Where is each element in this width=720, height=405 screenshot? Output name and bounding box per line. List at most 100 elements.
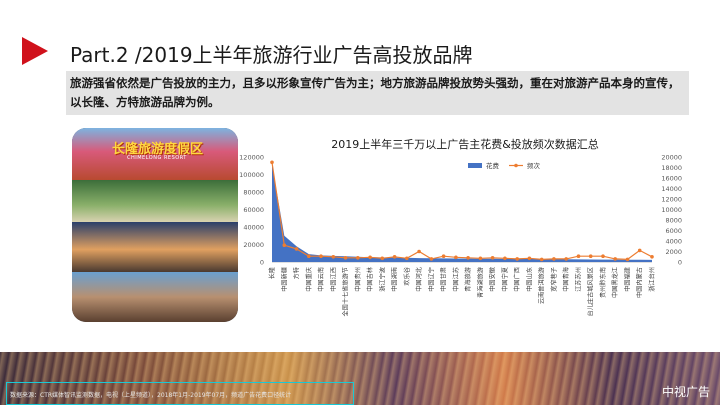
brand-logo-text: 中视广告 <box>661 385 710 399</box>
resort-photo-2 <box>72 180 238 222</box>
frequency-point <box>343 255 348 260</box>
x-tick-label: 中国安徽 <box>489 266 497 292</box>
frequency-point <box>490 255 495 260</box>
frequency-point <box>380 256 385 261</box>
frequency-point <box>527 256 532 261</box>
y-left-tick-label: 100000 <box>239 171 264 179</box>
x-tick-label: 浙江台州 <box>648 267 656 292</box>
x-tick-label: 江苏苏州 <box>575 267 583 292</box>
frequency-point <box>613 257 617 261</box>
frequency-point <box>650 254 654 259</box>
chart-title: 2019上半年三千万以上广告主花费&投放频次数据汇总 <box>331 138 599 151</box>
frequency-line <box>271 162 653 261</box>
legend-swatch-spend <box>468 163 482 168</box>
y-left-tick-label: 20000 <box>243 241 264 249</box>
frequency-point <box>319 254 323 258</box>
legend-label-spend: 花费 <box>486 161 500 170</box>
x-tick-label: 贵州黔东南 <box>599 267 607 298</box>
x-tick-label: 中国宁夏 <box>501 267 509 292</box>
frequency-point <box>539 257 544 262</box>
x-tick-label: 浙江宁波 <box>378 267 386 292</box>
frequency-point <box>331 254 336 259</box>
city-skyline-photo <box>0 352 720 405</box>
x-tick-label: 中国贵州 <box>354 267 362 292</box>
frequency-point <box>588 254 593 258</box>
y-right-tick-label: 20000 <box>661 154 682 162</box>
frequency-point <box>576 254 581 258</box>
y-right-tick-label: 14000 <box>661 185 682 193</box>
light-trails <box>0 352 720 405</box>
frequency-point <box>625 257 630 262</box>
frequency-point <box>356 255 360 260</box>
page-title: Part.2 /2019上半年旅游行业广告高投放品牌 <box>70 43 473 67</box>
y-right-tick-label: 12000 <box>661 196 682 204</box>
frequency-point <box>466 255 470 260</box>
frequency-point <box>392 254 397 259</box>
y-left-tick-label: 0 <box>260 259 264 267</box>
y-right-tick-label: 6000 <box>665 227 682 235</box>
legend-label-freq: 频次 <box>527 161 541 170</box>
source-box: 数据来源：CTR媒体智讯监测数据，电视（上星频道），2018年1月-2019年0… <box>6 382 354 405</box>
x-tick-label: 中国吉林 <box>366 267 374 292</box>
resort-photo-3 <box>72 222 238 272</box>
resort-photo-collage: 长隆旅游度假区 CHIMELONG RESORT <box>72 128 238 322</box>
x-tick-label: 中国内蒙古 <box>636 267 644 298</box>
x-tick-label: 台儿庄古城风景区 <box>587 267 595 317</box>
summary-banner: 旅游强省依然是广告投放的主力，且多以形象宣传广告为主；地方旅游品牌投放势头强劲，… <box>66 71 689 115</box>
resort-photo-4 <box>72 272 238 322</box>
x-tick-label: 方特 <box>293 267 301 279</box>
x-tick-label: 中国云南 <box>317 267 325 292</box>
frequency-point <box>429 257 434 261</box>
x-tick-label: 中国广西 <box>513 267 521 292</box>
spend-area <box>272 164 652 262</box>
x-tick-label: 中国湖南 <box>391 267 399 292</box>
y-left-tick-label: 80000 <box>243 189 264 197</box>
frequency-point <box>417 249 421 254</box>
x-tick-label: 长隆 <box>268 266 276 279</box>
x-tick-label: 中国重庆 <box>305 267 313 292</box>
frequency-point <box>441 254 446 258</box>
frequency-point <box>454 255 458 260</box>
x-tick-label: 中国黑龙江 <box>611 267 619 298</box>
y-right-tick-label: 0 <box>678 259 682 267</box>
frequency-point <box>503 256 507 261</box>
y-right-tick-label: 8000 <box>665 217 682 225</box>
accent-triangle-icon <box>22 37 48 65</box>
frequency-point <box>552 257 556 261</box>
frequency-point <box>282 243 287 247</box>
y-right-tick-label: 16000 <box>661 175 682 183</box>
resort-photo-1: 长隆旅游度假区 CHIMELONG RESORT <box>72 128 238 180</box>
y-right-tick-label: 10000 <box>661 206 682 214</box>
x-tick-label: 青海湖旅游 <box>476 267 484 298</box>
y-left-tick-label: 40000 <box>243 224 264 232</box>
legend-swatch-freq-dot <box>514 163 518 168</box>
frequency-point <box>637 248 642 253</box>
y-left-tick-label: 120000 <box>239 154 264 162</box>
x-tick-label: 青海旅游 <box>464 267 472 292</box>
x-tick-label: 中国辽宁 <box>427 267 435 292</box>
x-tick-label: 中国新疆 <box>280 267 288 292</box>
y-right-tick-label: 18000 <box>661 164 682 172</box>
resort-logo-subtext: CHIMELONG RESORT <box>127 155 187 161</box>
y-right-tick-label: 2000 <box>665 248 682 256</box>
frequency-point <box>368 255 372 260</box>
frequency-point <box>270 160 274 165</box>
x-tick-label: 中国甘肃 <box>440 267 448 292</box>
x-tick-label: 宽窄巷子 <box>550 267 558 292</box>
frequency-point <box>307 254 311 258</box>
x-tick-label: 中国江西 <box>329 267 337 292</box>
frequency-point <box>564 257 568 261</box>
frequency-point <box>405 256 409 261</box>
x-tick-label: 中国河北 <box>415 266 423 292</box>
frequency-point <box>601 254 605 258</box>
frequency-point <box>478 256 483 261</box>
frequency-point <box>515 257 519 261</box>
x-tick-label: 中国山东 <box>525 267 533 292</box>
y-right-tick-label: 4000 <box>665 238 682 246</box>
x-tick-label: 中国青海 <box>562 267 570 292</box>
resort-logo-text: 长隆旅游度假区 <box>112 142 204 157</box>
x-tick-label: 中国福建 <box>624 267 632 292</box>
x-tick-label: 云南普洱旅游 <box>538 267 546 304</box>
y-left-tick-label: 60000 <box>243 206 264 214</box>
